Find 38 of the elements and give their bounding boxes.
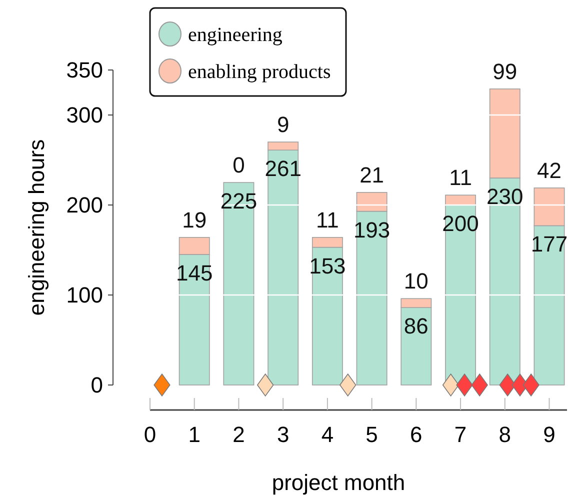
data-label: 42	[537, 158, 562, 183]
data-label: 0	[232, 152, 245, 178]
data-label: 19	[182, 207, 207, 232]
y-tick-label: 200	[66, 192, 103, 218]
x-tick-label: 3	[276, 422, 290, 447]
y-tick-label: 300	[66, 102, 103, 128]
x-axis-title: project month	[272, 470, 406, 495]
data-label: 261	[264, 156, 302, 182]
x-tick-label: 1	[188, 422, 200, 447]
x-tick-label: 8	[498, 422, 512, 447]
data-label: 10	[404, 268, 428, 294]
x-tick-label: 2	[232, 422, 245, 447]
data-label: 200	[442, 211, 479, 236]
x-tick-label: 0	[144, 422, 156, 447]
x-tick-label: 7	[454, 422, 467, 447]
data-label: 21	[360, 162, 384, 188]
x-tick-label: 6	[410, 422, 422, 447]
data-label: 177	[530, 232, 568, 257]
data-label: 86	[404, 314, 428, 339]
legend-label: engineering	[188, 24, 282, 46]
x-tick-label: 5	[366, 422, 378, 447]
x-tick-label: 4	[321, 422, 334, 447]
data-label: 230	[486, 184, 524, 209]
y-tick-label: 100	[66, 282, 103, 308]
bar	[223, 182, 254, 386]
data-label: 145	[176, 260, 213, 286]
data-label: 11	[316, 207, 339, 232]
data-label: 9	[276, 112, 290, 137]
y-axis-title: engineering hours	[24, 139, 49, 316]
data-label: 225	[220, 188, 258, 214]
data-label: 11	[449, 165, 472, 190]
data-label: 193	[353, 217, 390, 242]
data-label: 153	[309, 253, 346, 278]
y-tick-label: 0	[90, 372, 103, 398]
data-label: 99	[492, 58, 518, 84]
x-tick-label: 9	[543, 422, 556, 447]
legend-label: enabling products	[188, 61, 331, 83]
y-tick-label: 350	[66, 58, 103, 83]
